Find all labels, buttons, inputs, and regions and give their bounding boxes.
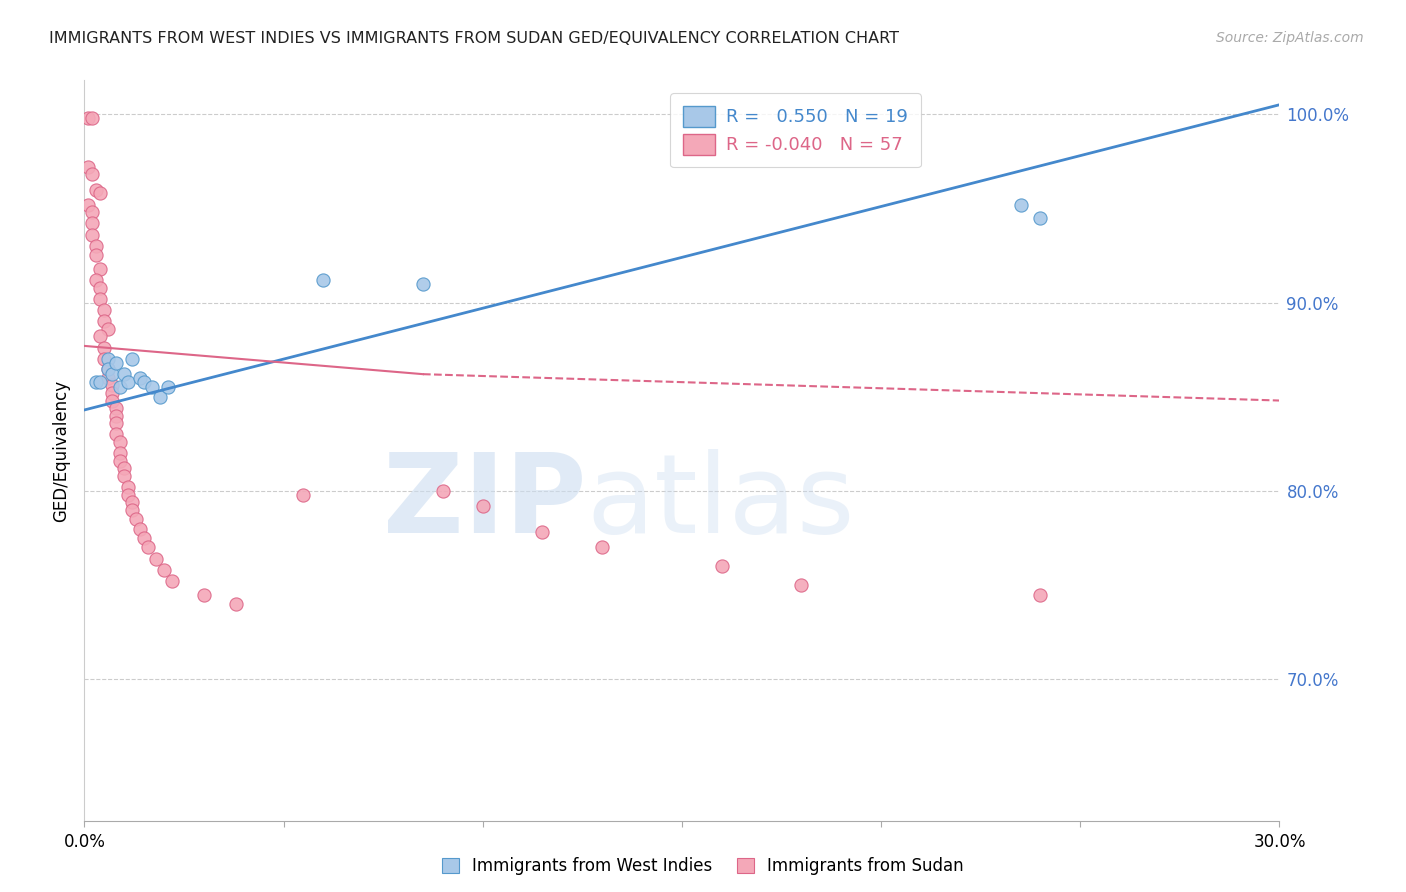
Point	[117, 488, 139, 502]
Point	[97, 352, 120, 367]
Point	[105, 427, 128, 442]
Point	[97, 322, 120, 336]
Point	[129, 371, 152, 385]
Point	[117, 480, 139, 494]
Point	[312, 273, 335, 287]
Text: atlas: atlas	[586, 449, 855, 556]
Point	[86, 273, 108, 287]
Point	[160, 574, 183, 589]
Point	[193, 588, 215, 602]
Point	[101, 378, 124, 392]
Point	[105, 416, 128, 430]
Point	[101, 393, 124, 408]
Point	[141, 380, 163, 394]
Point	[77, 160, 100, 174]
Point	[132, 531, 156, 545]
Point	[93, 341, 115, 355]
Legend: R =   0.550   N = 19, R = -0.040   N = 57: R = 0.550 N = 19, R = -0.040 N = 57	[671, 93, 921, 167]
Point	[710, 559, 733, 574]
Point	[97, 371, 120, 385]
Point	[132, 375, 156, 389]
Point	[110, 380, 132, 394]
Point	[125, 512, 148, 526]
Point	[136, 541, 159, 555]
Point	[531, 525, 554, 540]
Point	[432, 483, 454, 498]
Point	[77, 111, 100, 125]
Point	[89, 186, 111, 201]
Point	[89, 261, 111, 276]
Point	[86, 239, 108, 253]
Point	[93, 314, 115, 328]
Text: ZIP: ZIP	[382, 449, 586, 556]
Point	[112, 469, 135, 483]
Point	[86, 248, 108, 262]
Point	[82, 227, 104, 242]
Point	[82, 168, 104, 182]
Point	[412, 277, 434, 291]
Point	[292, 488, 315, 502]
Point	[105, 401, 128, 415]
Point	[225, 597, 247, 611]
Point	[89, 280, 111, 294]
Point	[157, 380, 180, 394]
Point	[89, 375, 111, 389]
Point	[471, 499, 494, 513]
Point	[121, 352, 143, 367]
Point	[153, 563, 176, 577]
Point	[93, 352, 115, 367]
Text: Source: ZipAtlas.com: Source: ZipAtlas.com	[1216, 31, 1364, 45]
Point	[110, 454, 132, 468]
Point	[145, 551, 167, 566]
Point	[121, 495, 143, 509]
Point	[591, 541, 613, 555]
Point	[149, 390, 172, 404]
Point	[82, 205, 104, 219]
Point	[121, 503, 143, 517]
Point	[89, 329, 111, 343]
Point	[86, 375, 108, 389]
Point	[101, 386, 124, 401]
Y-axis label: GED/Equivalency: GED/Equivalency	[52, 379, 70, 522]
Point	[101, 367, 124, 381]
Text: IMMIGRANTS FROM WEST INDIES VS IMMIGRANTS FROM SUDAN GED/EQUIVALENCY CORRELATION: IMMIGRANTS FROM WEST INDIES VS IMMIGRANT…	[49, 31, 900, 46]
Point	[77, 197, 100, 211]
Point	[112, 461, 135, 475]
Point	[129, 522, 152, 536]
Point	[105, 356, 128, 370]
Point	[86, 182, 108, 196]
Point	[82, 111, 104, 125]
Point	[97, 361, 120, 376]
Point	[89, 292, 111, 306]
Point	[1010, 197, 1032, 211]
Legend: Immigrants from West Indies, Immigrants from Sudan: Immigrants from West Indies, Immigrants …	[433, 849, 973, 884]
Point	[82, 217, 104, 231]
Point	[1029, 211, 1052, 225]
Point	[1029, 588, 1052, 602]
Point	[790, 578, 813, 592]
Point	[97, 361, 120, 376]
Point	[110, 446, 132, 460]
Point	[117, 375, 139, 389]
Point	[112, 367, 135, 381]
Point	[93, 303, 115, 318]
Point	[110, 434, 132, 449]
Point	[105, 409, 128, 423]
